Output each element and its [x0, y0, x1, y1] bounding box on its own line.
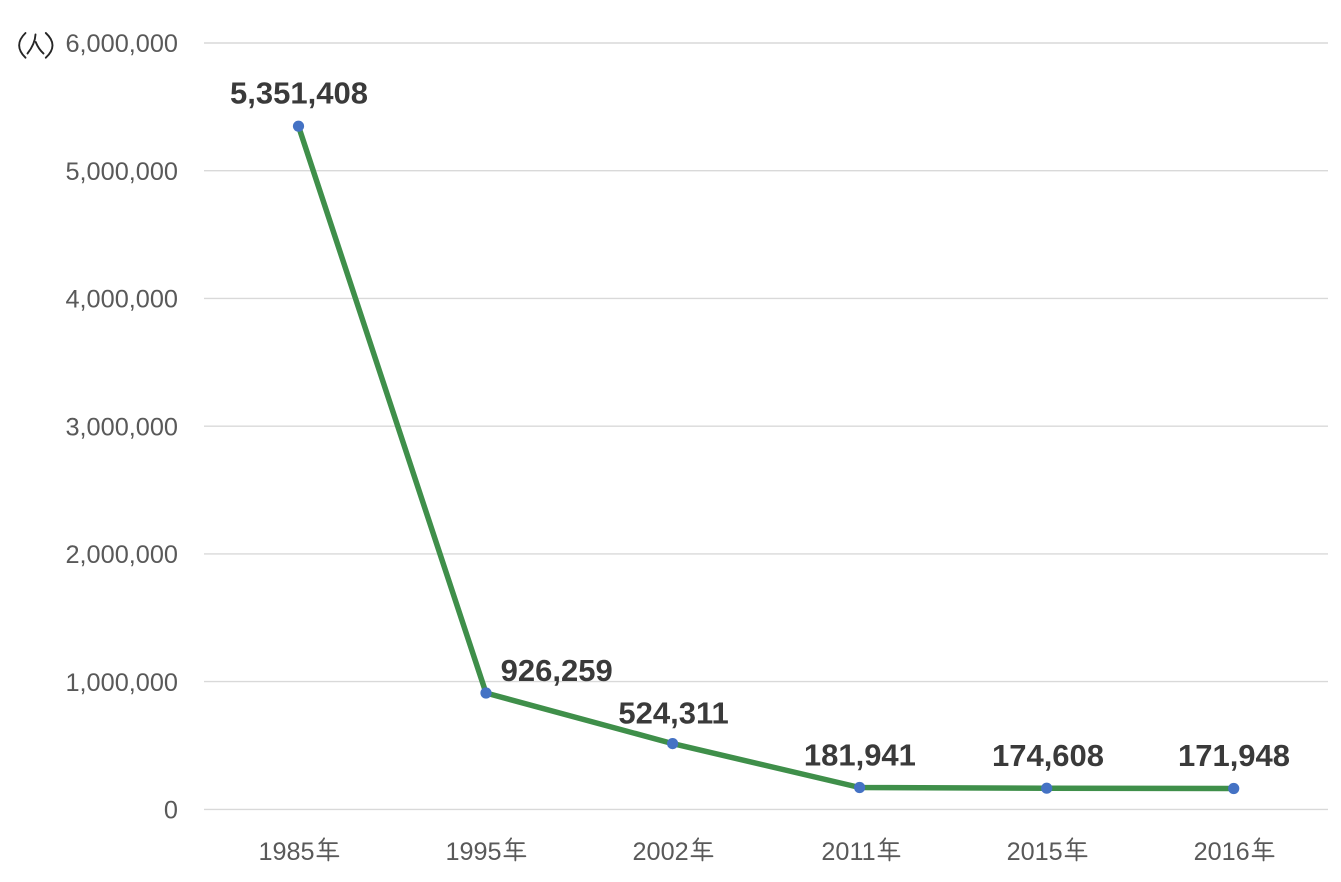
svg-text:3,000,000: 3,000,000: [65, 413, 178, 441]
svg-text:524,311: 524,311: [618, 695, 728, 730]
svg-text:6,000,000: 6,000,000: [65, 30, 178, 58]
svg-text:171,948: 171,948: [1178, 738, 1290, 773]
svg-text:2,000,000: 2,000,000: [65, 541, 178, 569]
svg-text:2011: 2011: [821, 838, 875, 866]
svg-text:5,351,408: 5,351,408: [230, 75, 368, 110]
svg-text:2015: 2015: [1007, 838, 1063, 866]
svg-text:5,000,000: 5,000,000: [65, 158, 178, 186]
svg-text:0: 0: [164, 797, 178, 825]
svg-text:926,259: 926,259: [501, 653, 613, 688]
svg-text:4,000,000: 4,000,000: [65, 286, 178, 314]
svg-text:1995: 1995: [445, 838, 501, 866]
svg-text:174,608: 174,608: [992, 738, 1104, 773]
svg-text:2002: 2002: [633, 838, 689, 866]
svg-text:181,941: 181,941: [804, 738, 916, 773]
svg-text:1985: 1985: [258, 838, 314, 866]
svg-text:1,000,000: 1,000,000: [65, 669, 178, 697]
svg-text:2016: 2016: [1194, 838, 1250, 866]
